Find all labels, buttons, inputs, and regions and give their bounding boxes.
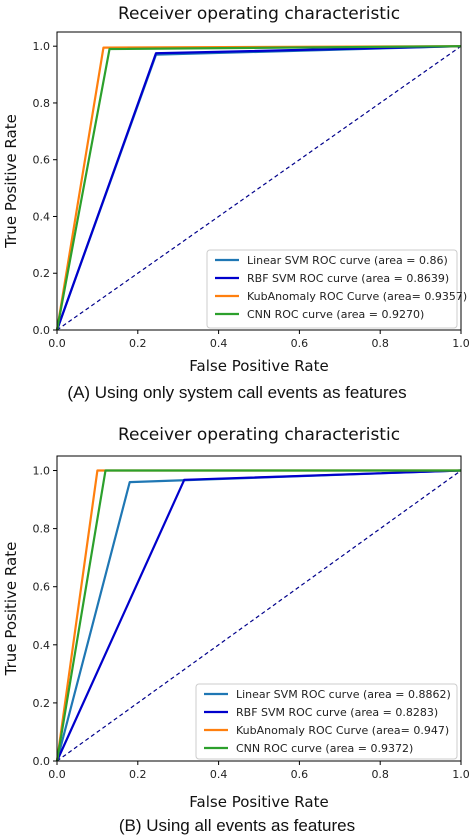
roc-panel-b: Receiver operating characteristic 0.0 0.2 0… xyxy=(0,420,474,839)
y-tick-label: 0.6 xyxy=(33,581,51,594)
caption-b: (B) Using all events as features xyxy=(118,816,356,835)
x-tick-label: 0.0 xyxy=(48,337,66,350)
legend-entry-4: CNN ROC curve (area = 0.9372) xyxy=(236,742,413,755)
diagonal-reference-line xyxy=(56,45,462,331)
x-tick-label: 0.6 xyxy=(291,337,309,350)
y-tick-label: 0.2 xyxy=(33,267,51,280)
y-tick-label: 0.0 xyxy=(33,324,51,337)
legend-entry-2: RBF SVM ROC curve (area = 0.8639) xyxy=(247,272,449,285)
y-tick-label: 0.2 xyxy=(33,697,51,710)
legend-entry-2: RBF SVM ROC curve (area = 0.8283) xyxy=(236,706,438,719)
legend-box xyxy=(195,683,458,760)
y-axis-label: True Positive Rate xyxy=(2,114,20,249)
plot-frame xyxy=(56,455,462,762)
y-tick-label: 0.8 xyxy=(33,97,51,110)
roc-chart-a: Receiver operating characteristic 0.0 0.2 0… xyxy=(2,4,470,375)
roc-chart-b: Receiver operating characteristic 0.0 0.2 0… xyxy=(2,425,470,811)
y-tick-label: 0.6 xyxy=(33,154,51,167)
legend-box xyxy=(206,249,458,329)
legend-entry-1: Linear SVM ROC curve (area = 0.86) xyxy=(247,254,448,267)
x-tick-label: 0.8 xyxy=(371,768,389,781)
y-tick-label: 0.0 xyxy=(33,755,51,768)
x-tick-label: 0.6 xyxy=(291,768,309,781)
y-tick-label: 1.0 xyxy=(33,40,51,53)
x-tick-label: 0.2 xyxy=(129,768,147,781)
y-tick-label: 0.4 xyxy=(33,639,51,652)
x-tick-label: 0.4 xyxy=(210,768,228,781)
y-tick-label: 0.8 xyxy=(33,523,51,536)
x-tick-label: 1.0 xyxy=(452,768,470,781)
roc-panel-a: Receiver operating characteristic 0.0 0.2 0… xyxy=(2,4,470,402)
diagonal-reference-line xyxy=(56,470,462,762)
roc-series-line-2 xyxy=(55,469,462,762)
caption-a: (A) Using only system call events as fea… xyxy=(67,383,407,402)
chart-title: Receiver operating characteristic xyxy=(118,4,400,24)
x-tick-label: 0.4 xyxy=(210,337,228,350)
legend-entry-3: KubAnomaly ROC Curve (area= 0.9357) xyxy=(247,290,467,303)
x-tick-label: 0.0 xyxy=(48,768,66,781)
y-axis-label: True Positive Rate xyxy=(2,542,20,677)
x-tick-label: 0.8 xyxy=(371,337,389,350)
legend: Linear SVM ROC curve (area = 0.8862) RBF … xyxy=(195,683,458,760)
legend: Linear SVM ROC curve (area = 0.86) RBF SV… xyxy=(206,249,467,329)
x-axis-label: False Positive Rate xyxy=(189,357,328,375)
x-axis-label: False Positive Rate xyxy=(189,793,328,811)
x-tick-label: 0.2 xyxy=(129,337,147,350)
legend-entry-4: CNN ROC curve (area = 0.9270) xyxy=(247,308,424,321)
y-tick-label: 1.0 xyxy=(33,465,51,478)
y-tick-label: 0.4 xyxy=(33,210,51,223)
legend-entry-1: Linear SVM ROC curve (area = 0.8862) xyxy=(236,688,451,701)
roc-series-line-4 xyxy=(55,45,462,331)
x-tick-label: 1.0 xyxy=(452,337,470,350)
roc-series-line-2 xyxy=(55,45,462,331)
legend-entry-3: KubAnomaly ROC Curve (area= 0.947) xyxy=(236,724,449,737)
chart-title: Receiver operating characteristic xyxy=(118,425,400,445)
roc-series-line-4 xyxy=(55,469,461,762)
plot-frame xyxy=(56,31,462,331)
